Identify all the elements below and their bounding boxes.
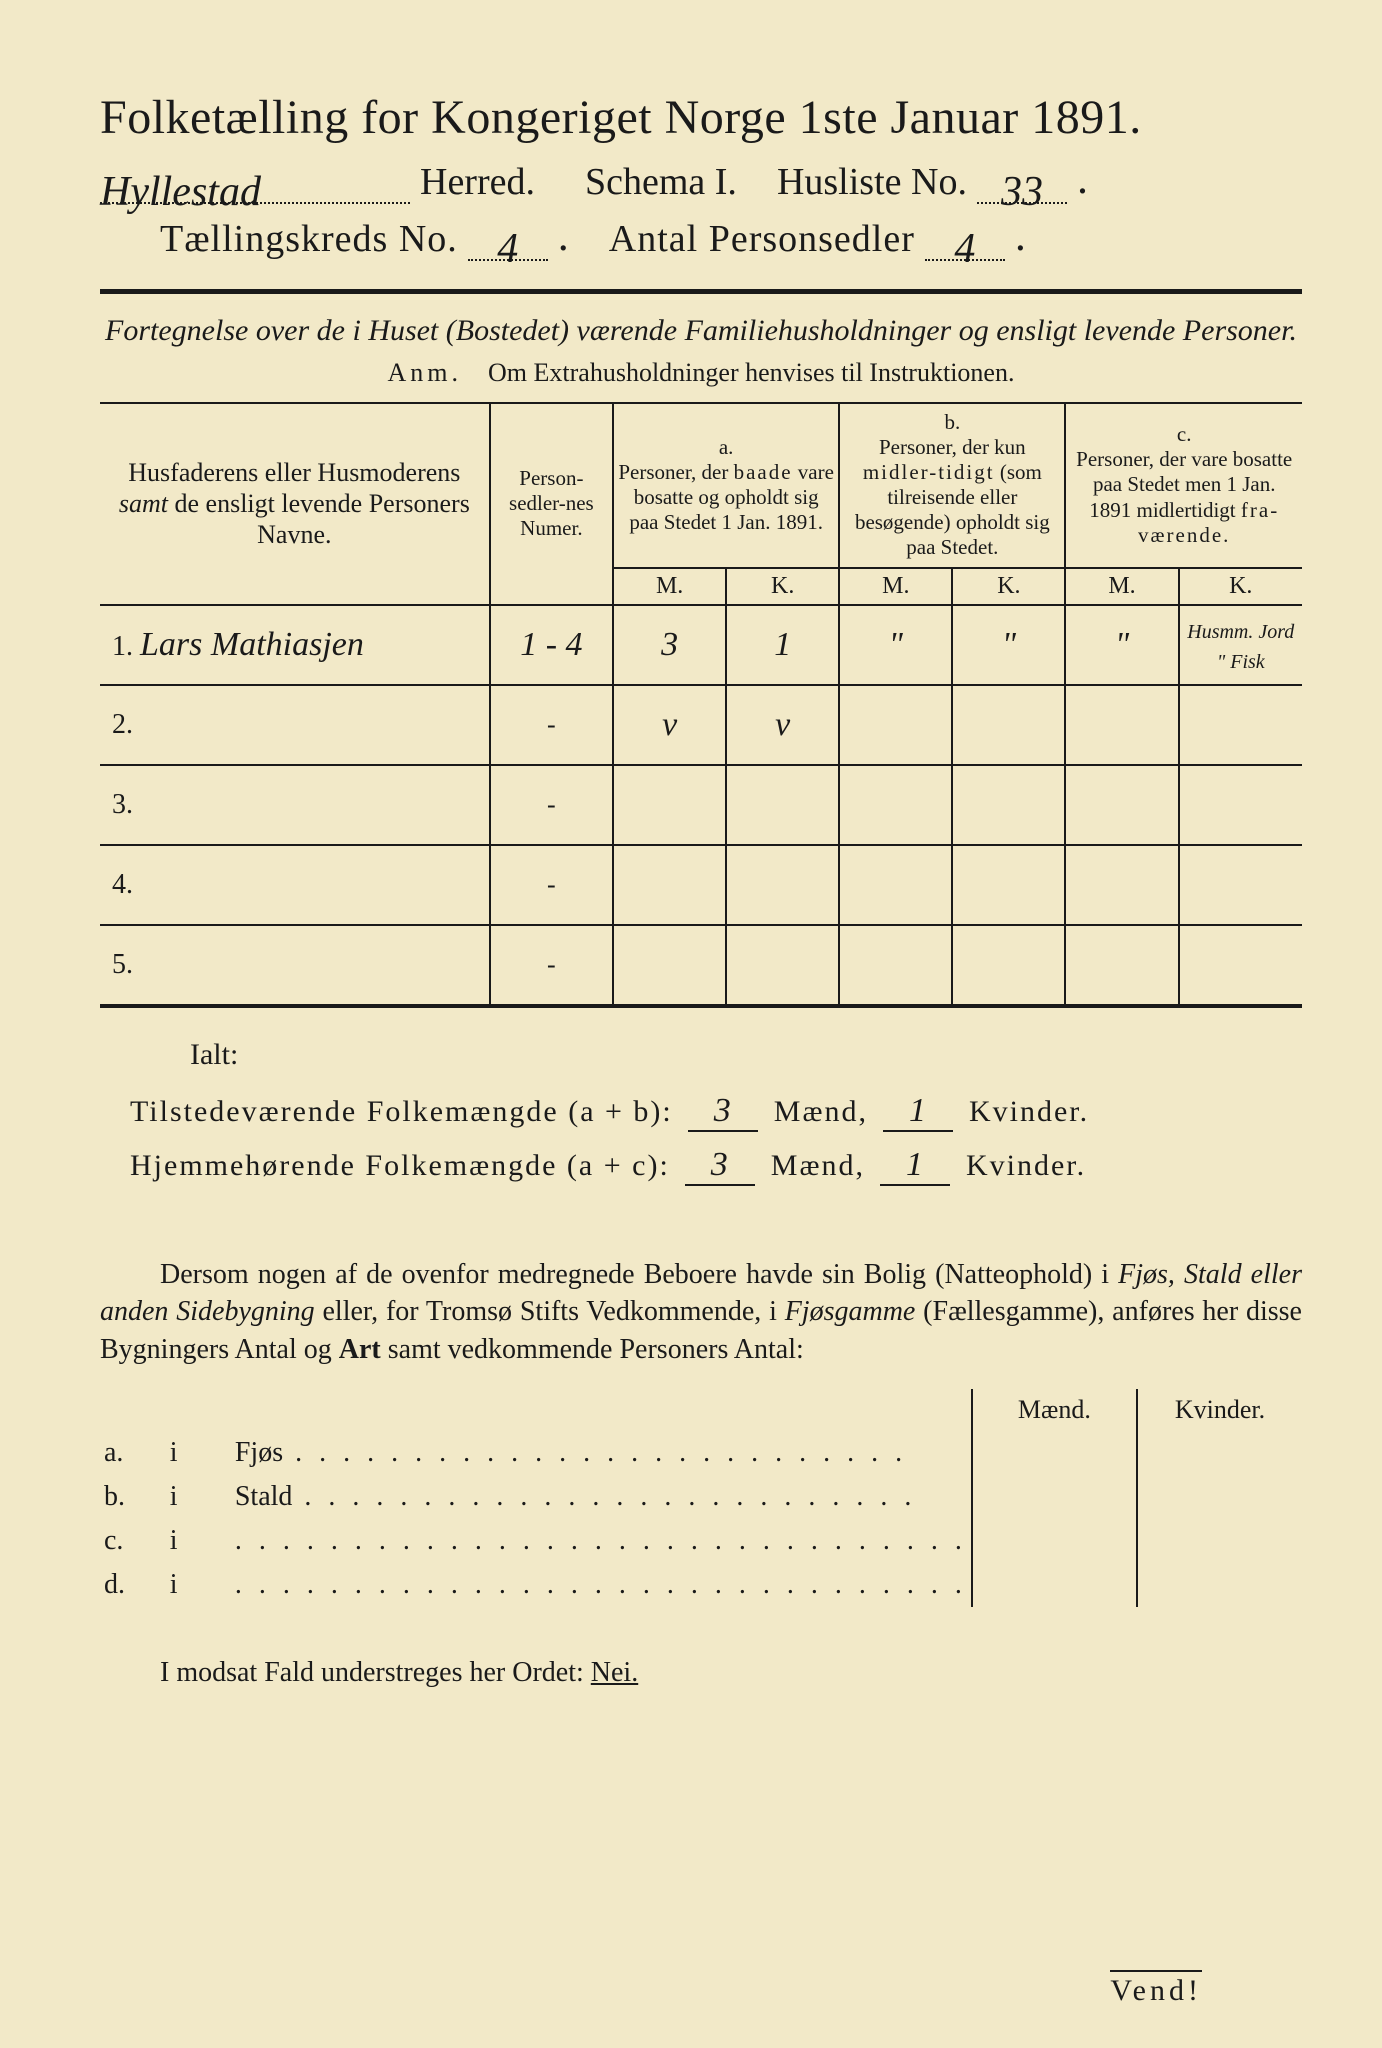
main-table: Husfaderens eller Husmoderens samt de en… xyxy=(100,402,1302,1008)
schema-label: Schema I. xyxy=(585,160,737,204)
col-a-m: M. xyxy=(613,568,726,605)
row-num: 2. xyxy=(112,709,133,740)
bolig-key: d. xyxy=(100,1563,166,1607)
maend-label: Mænd, xyxy=(774,1095,868,1128)
bolig-key: a. xyxy=(100,1431,166,1475)
bolig-paragraph: Dersom nogen af de ovenfor medregnede Be… xyxy=(100,1256,1302,1369)
tilstede-m: 3 xyxy=(714,1092,733,1129)
anm-text: Om Extrahusholdninger henvises til Instr… xyxy=(488,358,1014,387)
cell: - xyxy=(547,950,556,979)
herred-label: Herred. xyxy=(420,160,535,204)
header-row-2: Tællingskreds No. 4 . Antal Personsedler… xyxy=(160,210,1302,261)
col-c-label: c. xyxy=(1070,422,1298,447)
bolig-label: Stald xyxy=(235,1481,293,1512)
page-title: Folketælling for Kongeriget Norge 1ste J… xyxy=(100,90,1302,145)
cell: v xyxy=(775,706,790,743)
subtitle: Fortegnelse over de i Huset (Bostedet) v… xyxy=(100,312,1302,350)
hjemme-k: 1 xyxy=(906,1146,925,1183)
husliste-label: Husliste No. xyxy=(777,160,967,204)
cell: " xyxy=(1115,626,1129,663)
col-a-k: K. xyxy=(726,568,839,605)
bolig-table: Mænd. Kvinder. a. i Fjøs . . . . . . . .… xyxy=(100,1389,1302,1607)
bolig-row: c. i . . . . . . . . . . . . . . . . . .… xyxy=(100,1519,1302,1563)
kreds-value: 4 xyxy=(497,226,518,272)
cell: 3 xyxy=(661,626,678,663)
table-row: 4. - xyxy=(100,845,1302,925)
col-a-label: a. xyxy=(618,435,834,460)
table-row: 2. - v v xyxy=(100,685,1302,765)
tilstede-label: Tilstedeværende Folkemængde (a + b): xyxy=(130,1095,673,1128)
header-row-1: Hyllestad Herred. Schema I. Husliste No.… xyxy=(100,153,1302,204)
tilstede-k: 1 xyxy=(909,1092,928,1129)
col-name-header: Husfaderens eller Husmoderens samt de en… xyxy=(119,458,470,549)
bolig-i: i xyxy=(166,1475,231,1519)
cell: 1 xyxy=(774,626,791,663)
col-c-m: M. xyxy=(1065,568,1178,605)
bolig-i: i xyxy=(166,1431,231,1475)
bolig-key: c. xyxy=(100,1519,166,1563)
col-c-k: K. xyxy=(1179,568,1302,605)
table-row: 1. Lars Mathiasjen 1 - 4 3 1 " " " Husmm… xyxy=(100,605,1302,685)
bolig-i: i xyxy=(166,1563,231,1607)
cell: " xyxy=(1002,626,1016,663)
cell-note: Husmm. Jord " Fisk xyxy=(1187,621,1294,673)
husliste-value: 33 xyxy=(1001,169,1043,215)
annotation-line: Anm. Om Extrahusholdninger henvises til … xyxy=(100,358,1302,388)
row-num: 5. xyxy=(112,949,133,980)
col-c-header: Personer, der vare bosatte paa Stedet me… xyxy=(1070,447,1298,548)
bolig-maend-header: Mænd. xyxy=(972,1389,1137,1431)
kvinder-label: Kvinder. xyxy=(969,1095,1089,1128)
nei-word: Nei. xyxy=(591,1657,638,1688)
col-b-k: K. xyxy=(952,568,1065,605)
row-num: 1. xyxy=(112,631,133,662)
cell: - xyxy=(547,790,556,819)
hjemme-m: 3 xyxy=(711,1146,730,1183)
vend-label: Vend! xyxy=(1110,1970,1202,2008)
personsedler-value: 4 xyxy=(954,226,975,272)
personsedler-label: Antal Personsedler xyxy=(609,217,915,261)
col-b-label: b. xyxy=(844,410,1060,435)
col-b-m: M. xyxy=(839,568,952,605)
totals-hjemme: Hjemmehørende Folkemængde (a + c): 3 Mæn… xyxy=(130,1146,1302,1186)
herred-value: Hyllestad xyxy=(100,169,261,215)
table-row: 5. - xyxy=(100,925,1302,1006)
bolig-kvinder-header: Kvinder. xyxy=(1137,1389,1302,1431)
bolig-row: d. i . . . . . . . . . . . . . . . . . .… xyxy=(100,1563,1302,1607)
anm-label: Anm. xyxy=(388,358,463,387)
totals-tilstede: Tilstedeværende Folkemængde (a + b): 3 M… xyxy=(130,1092,1302,1132)
col-num-header: Person-sedler-nes Numer. xyxy=(490,403,613,605)
bolig-key: b. xyxy=(100,1475,166,1519)
kvinder-label: Kvinder. xyxy=(966,1149,1086,1182)
col-a-header: Personer, der baade vare bosatte og opho… xyxy=(618,460,834,536)
bolig-row: a. i Fjøs . . . . . . . . . . . . . . . … xyxy=(100,1431,1302,1475)
nei-line: I modsat Fald understreges her Ordet: Ne… xyxy=(160,1657,1302,1689)
cell: - xyxy=(547,710,556,739)
kreds-label: Tællingskreds No. xyxy=(160,217,458,261)
row-num: 3. xyxy=(112,789,133,820)
divider xyxy=(100,289,1302,294)
census-form-page: Folketælling for Kongeriget Norge 1ste J… xyxy=(0,0,1382,2048)
bolig-i: i xyxy=(166,1519,231,1563)
nei-text: I modsat Fald understreges her Ordet: xyxy=(160,1657,584,1688)
ialt-label: Ialt: xyxy=(190,1038,1302,1072)
bolig-row: b. i Stald . . . . . . . . . . . . . . .… xyxy=(100,1475,1302,1519)
maend-label: Mænd, xyxy=(771,1149,865,1182)
cell: " xyxy=(889,626,903,663)
table-row: 3. - xyxy=(100,765,1302,845)
bolig-label: Fjøs xyxy=(235,1437,283,1468)
row-name: Lars Mathiasjen xyxy=(140,626,364,663)
hjemme-label: Hjemmehørende Folkemængde (a + c): xyxy=(130,1149,670,1182)
cell: v xyxy=(662,706,677,743)
cell: - xyxy=(547,870,556,899)
col-b-header: Personer, der kun midler-tidigt (som til… xyxy=(844,435,1060,561)
row-num: 4. xyxy=(112,869,133,900)
cell: 1 - 4 xyxy=(520,626,582,663)
